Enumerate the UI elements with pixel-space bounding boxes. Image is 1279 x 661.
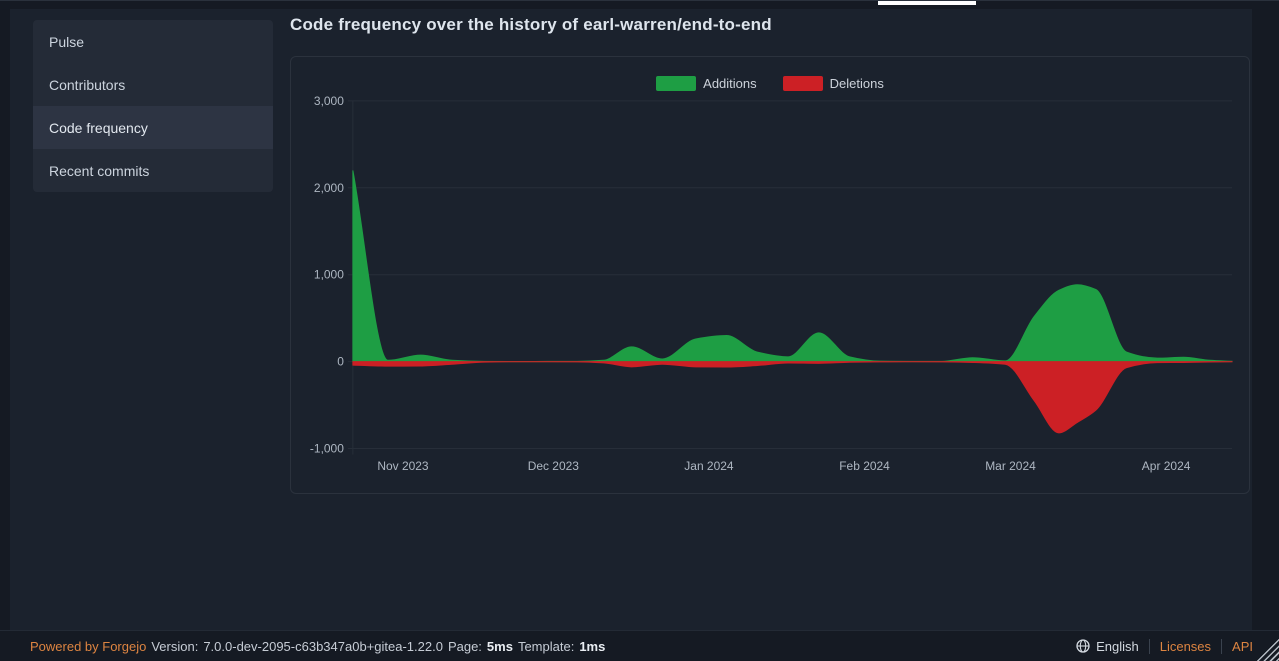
additions-area[interactable] xyxy=(352,170,1233,363)
x-axis-tick-label: Mar 2024 xyxy=(985,459,1036,473)
top-indicator-bar xyxy=(878,1,976,5)
sidebar-item-contributors[interactable]: Contributors xyxy=(49,76,126,93)
language-selector[interactable]: English xyxy=(1076,639,1139,654)
x-axis-tick-label: Apr 2024 xyxy=(1142,459,1191,473)
activity-sidebar: Pulse Contributors Code frequency Recent… xyxy=(33,20,273,192)
footer-divider xyxy=(1221,638,1223,654)
x-axis-tick-label: Dec 2023 xyxy=(528,459,580,473)
repo-activity-page: Pulse Contributors Code frequency Recent… xyxy=(10,9,1252,630)
sidebar-item-code-frequency[interactable]: Code frequency xyxy=(33,106,273,149)
api-link[interactable]: API xyxy=(1232,638,1253,654)
legend-deletions-label: Deletions xyxy=(829,76,884,91)
deletions-area[interactable] xyxy=(352,361,1233,434)
version-label: Version: xyxy=(151,638,199,654)
footer-right: English Licenses API xyxy=(1076,638,1253,654)
version-value: 7.0.0-dev-2095-c63b347a0b+gitea-1.22.0 xyxy=(203,638,443,654)
page-time-label: Page: xyxy=(447,638,482,654)
sidebar-item-recent-commits[interactable]: Recent commits xyxy=(49,162,150,179)
deletions-swatch xyxy=(782,76,823,91)
footer-left: Powered by Forgejo Version: 7.0.0-dev-20… xyxy=(30,639,605,654)
additions-swatch xyxy=(656,76,697,91)
chart-panel: Additions Deletions 3,000 2,000 1,000 0 -1,0… xyxy=(290,56,1250,494)
y-axis-tick-label: 1,000 xyxy=(314,268,344,282)
powered-by-link[interactable]: Powered by Forgejo xyxy=(30,638,147,654)
y-axis-tick-label: -1,000 xyxy=(310,441,344,455)
x-axis-tick-label: Nov 2023 xyxy=(377,459,429,473)
language-label: English xyxy=(1096,638,1139,654)
footer: Powered by Forgejo Version: 7.0.0-dev-20… xyxy=(0,630,1279,661)
legend-additions[interactable]: Additions xyxy=(656,76,757,91)
chart-legend: Additions Deletions xyxy=(291,76,1249,91)
x-axis-tick-label: Jan 2024 xyxy=(684,459,734,473)
legend-deletions[interactable]: Deletions xyxy=(782,76,884,91)
licenses-link[interactable]: Licenses xyxy=(1159,638,1212,654)
page-title: Code frequency over the history of earl-… xyxy=(290,15,772,34)
sidebar-item-pulse[interactable]: Pulse xyxy=(49,33,85,50)
legend-additions-label: Additions xyxy=(703,76,757,91)
template-time-label: Template: xyxy=(517,638,575,654)
x-axis-tick-label: Feb 2024 xyxy=(839,459,890,473)
page-time-value: 5ms xyxy=(486,638,513,654)
y-axis-tick-label: 2,000 xyxy=(314,181,344,195)
y-axis-tick-label: 3,000 xyxy=(314,94,344,108)
template-time-value: 1ms xyxy=(579,638,606,654)
y-axis-tick-label: 0 xyxy=(337,355,344,369)
footer-divider xyxy=(1148,638,1150,654)
globe-icon xyxy=(1076,639,1090,653)
code-frequency-chart[interactable]: 3,000 2,000 1,000 0 -1,000 Nov 2023 Dec 2023 Ja… xyxy=(291,57,1249,493)
